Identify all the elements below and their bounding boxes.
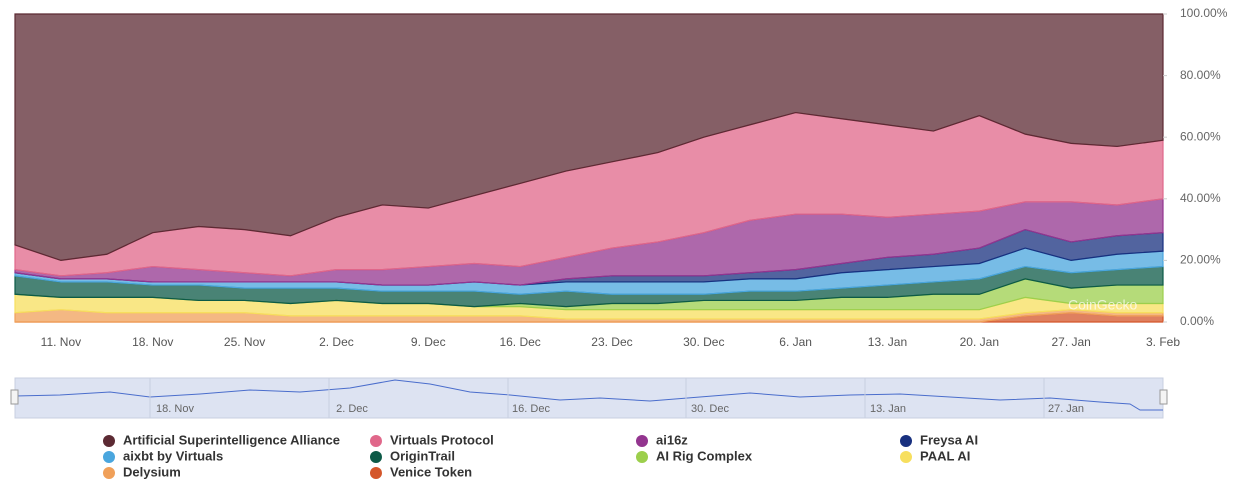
navigator-dividers [149, 378, 1045, 418]
x-tick-label: 30. Dec [683, 335, 724, 349]
area [14, 13, 1164, 262]
legend-label: Virtuals Protocol [390, 432, 494, 447]
legend-marker [636, 451, 648, 463]
navigator-label: 16. Dec [512, 403, 550, 415]
navigator-label: 2. Dec [336, 403, 368, 415]
legend-marker [900, 435, 912, 447]
legend-label: Freysa AI [920, 432, 978, 447]
navigator-label: 27. Jan [1048, 403, 1084, 415]
legend-label: Delysium [123, 464, 181, 479]
x-tick-label: 2. Dec [319, 335, 354, 349]
legend-label: Venice Token [390, 464, 472, 479]
legend-marker [370, 435, 382, 447]
y-tick-label: 80.00% [1180, 68, 1221, 82]
legend-label: Artificial Superintelligence Alliance [123, 432, 340, 447]
navigator-label: 13. Jan [870, 403, 906, 415]
navigator [10, 377, 1168, 419]
legend-label: AI Rig Complex [656, 448, 753, 463]
legend-marker [370, 467, 382, 479]
watermark: CoinGecko [1068, 297, 1137, 313]
x-tick-label: 6. Jan [779, 335, 812, 349]
legend-marker [103, 435, 115, 447]
legend-marker [636, 435, 648, 447]
x-tick-label: 25. Nov [224, 335, 265, 349]
legend-label: PAAL AI [920, 448, 970, 463]
x-tick-label: 23. Dec [591, 335, 632, 349]
legend-label: ai16z [656, 432, 688, 447]
x-tick-label: 16. Dec [499, 335, 540, 349]
y-tick-label: 100.00% [1180, 6, 1228, 20]
x-tick-label: 11. Nov [41, 335, 81, 349]
x-tick-label: 27. Jan [1051, 335, 1090, 349]
x-tick-label: 3. Feb [1146, 335, 1180, 349]
y-tick-label: 40.00% [1180, 191, 1221, 205]
navigator-label: 30. Dec [691, 403, 729, 415]
y-tick-label: 20.00% [1180, 253, 1221, 267]
plot-area [14, 13, 1164, 323]
x-tick-label: 9. Dec [411, 335, 446, 349]
legend-marker [370, 451, 382, 463]
x-tick-label: 13. Jan [868, 335, 907, 349]
navigator-handle[interactable] [1159, 389, 1168, 405]
navigator-line [14, 379, 1163, 411]
legend-marker [900, 451, 912, 463]
x-tick-label: 18. Nov [132, 335, 173, 349]
legend-label: aixbt by Virtuals [123, 448, 223, 463]
y-tick-label: 0.00% [1180, 314, 1214, 328]
legend-marker [103, 451, 115, 463]
legend-label: OriginTrail [390, 448, 455, 463]
navigator-label: 18. Nov [156, 403, 194, 415]
legend-marker [103, 467, 115, 479]
navigator-handle[interactable] [10, 389, 19, 405]
x-tick-label: 20. Jan [960, 335, 999, 349]
y-tick-label: 60.00% [1180, 129, 1221, 143]
